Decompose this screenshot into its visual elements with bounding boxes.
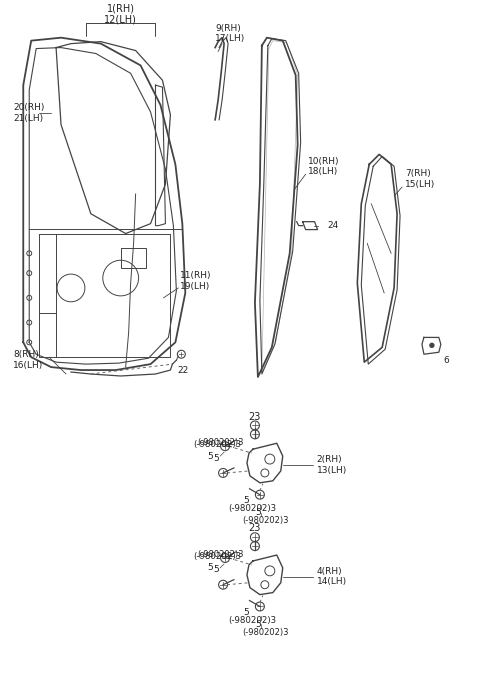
Text: 5: 5 <box>255 508 261 517</box>
Text: 10(RH)
18(LH): 10(RH) 18(LH) <box>308 157 339 176</box>
Text: (-980202)3: (-980202)3 <box>197 438 244 447</box>
Text: 5: 5 <box>207 563 213 572</box>
Text: 5: 5 <box>243 496 249 505</box>
Text: 7(RH)
15(LH): 7(RH) 15(LH) <box>405 170 435 189</box>
Text: 9(RH)
17(LH): 9(RH) 17(LH) <box>215 24 245 43</box>
Text: 1(RH)
12(LH): 1(RH) 12(LH) <box>104 3 137 25</box>
Text: 2(RH)
13(LH): 2(RH) 13(LH) <box>316 455 347 475</box>
Text: 24: 24 <box>327 221 339 230</box>
Text: 11(RH)
19(LH): 11(RH) 19(LH) <box>180 271 212 291</box>
Circle shape <box>430 344 434 348</box>
Text: (-980202)3: (-980202)3 <box>242 628 288 637</box>
Text: 20(RH)
21(LH): 20(RH) 21(LH) <box>13 103 45 122</box>
Text: 5: 5 <box>207 451 213 460</box>
Text: 4(RH)
14(LH): 4(RH) 14(LH) <box>316 567 347 587</box>
Text: (-980202)3: (-980202)3 <box>197 550 244 559</box>
Text: (-980202)3: (-980202)3 <box>228 616 276 624</box>
Text: 23: 23 <box>249 412 261 422</box>
Text: (-980202)3: (-980202)3 <box>242 516 288 525</box>
Text: 6: 6 <box>443 356 449 365</box>
Text: 5: 5 <box>255 620 261 629</box>
Text: 23: 23 <box>249 523 261 533</box>
Text: (-980202)3: (-980202)3 <box>228 504 276 513</box>
Text: (-980202)3: (-980202)3 <box>193 552 241 561</box>
Text: 5: 5 <box>213 565 219 574</box>
Text: 8(RH)
16(LH): 8(RH) 16(LH) <box>13 350 44 370</box>
Text: 5: 5 <box>243 608 249 617</box>
Text: 5: 5 <box>213 453 219 462</box>
Text: 22: 22 <box>178 365 189 374</box>
Text: (-980202)3: (-980202)3 <box>193 440 241 449</box>
